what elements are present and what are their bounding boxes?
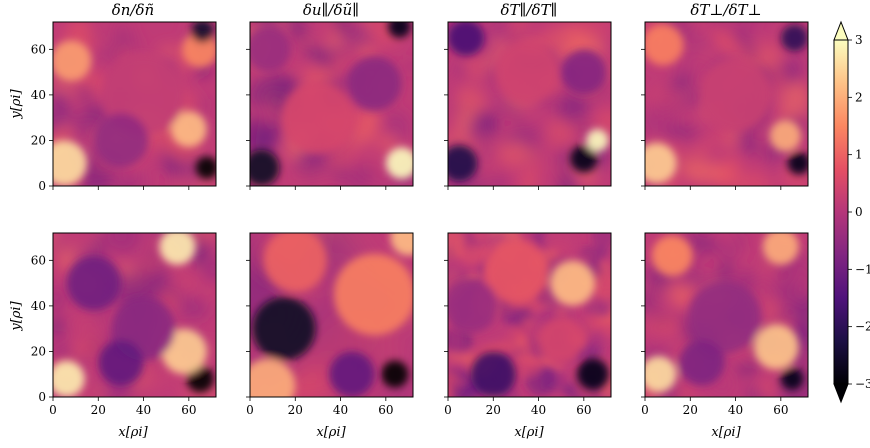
panel-title-4: δT⊥/δT⊥ [690,1,761,19]
heatmap-panel [447,232,612,398]
y-tick-label: 40 [31,88,46,102]
y-tick-label: 20 [31,133,46,147]
colorbar-tick-label: 2 [855,90,863,104]
y-axis-label-top: y[ρi] [9,88,24,119]
axis-ticks: 0 20 40 60 0 20 40 60 0 20 40 60 0 20 40 60 0 20 40 60 0 20 40… [31,42,789,417]
colorbar-ticks: −3 −2 −1 0 1 2 3 [848,33,870,391]
panel-title-3: δT∥/δT∥ [501,1,558,19]
x-tick-label: 20 [91,403,106,417]
heatmap-panel [249,232,414,398]
x-tick-label: 40 [531,403,546,417]
x-tick-label: 40 [333,403,348,417]
x-axis-label-3: x[ρi] [514,425,544,440]
panel-title-2: δu∥/δũ∥ [303,1,359,19]
colorbar-tick-label: −2 [855,320,870,334]
panel-title-1: δn/δñ [112,1,154,19]
colorbar-extend-bottom [833,383,849,404]
y-tick-label: 60 [31,42,46,56]
colorbar-tick-label: 0 [855,205,863,219]
x-tick-label: 0 [246,403,254,417]
colorbar-tick-label: 3 [855,33,863,47]
colorbar: −3 −2 −1 0 1 2 3 [833,20,870,404]
panel-titles: δn/δñ δu∥/δũ∥ δT∥/δT∥ δT⊥/δT⊥ [112,1,762,19]
x-tick-label: 60 [378,403,393,417]
heatmap-panels [52,21,809,398]
x-tick-label: 20 [288,403,303,417]
x-tick-label: 40 [728,403,743,417]
y-tick-label: 20 [31,344,46,358]
heatmap-panel [644,21,809,187]
colorbar-extend-top [833,20,849,41]
x-tick-label: 0 [49,403,57,417]
y-tick-label: 60 [31,253,46,267]
x-tick-label: 0 [641,403,649,417]
heatmap-panel [249,21,414,187]
x-tick-label: 40 [136,403,151,417]
y-tick-label: 0 [38,390,46,404]
colorbar-tick-label: 1 [855,148,863,162]
x-axis-label-4: x[ρi] [711,425,741,440]
colorbar-tick-label: −1 [855,262,870,276]
heatmap-panel [447,21,612,187]
heatmap-panel [52,232,217,398]
x-axis-label-2: x[ρi] [316,425,346,440]
colorbar-tick-label: −3 [855,377,870,391]
x-tick-label: 60 [576,403,591,417]
x-tick-label: 60 [773,403,788,417]
x-axis-label-1: x[ρi] [118,425,148,440]
heatmap-panel [644,232,809,398]
heatmap-panel [52,21,217,187]
y-tick-label: 0 [38,179,46,193]
colorbar-gradient [833,39,849,385]
x-tick-label: 20 [486,403,501,417]
x-tick-label: 0 [444,403,452,417]
x-tick-label: 60 [181,403,196,417]
x-tick-label: 20 [683,403,698,417]
y-tick-label: 40 [31,299,46,313]
y-axis-label-bottom: y[ρi] [9,300,24,331]
